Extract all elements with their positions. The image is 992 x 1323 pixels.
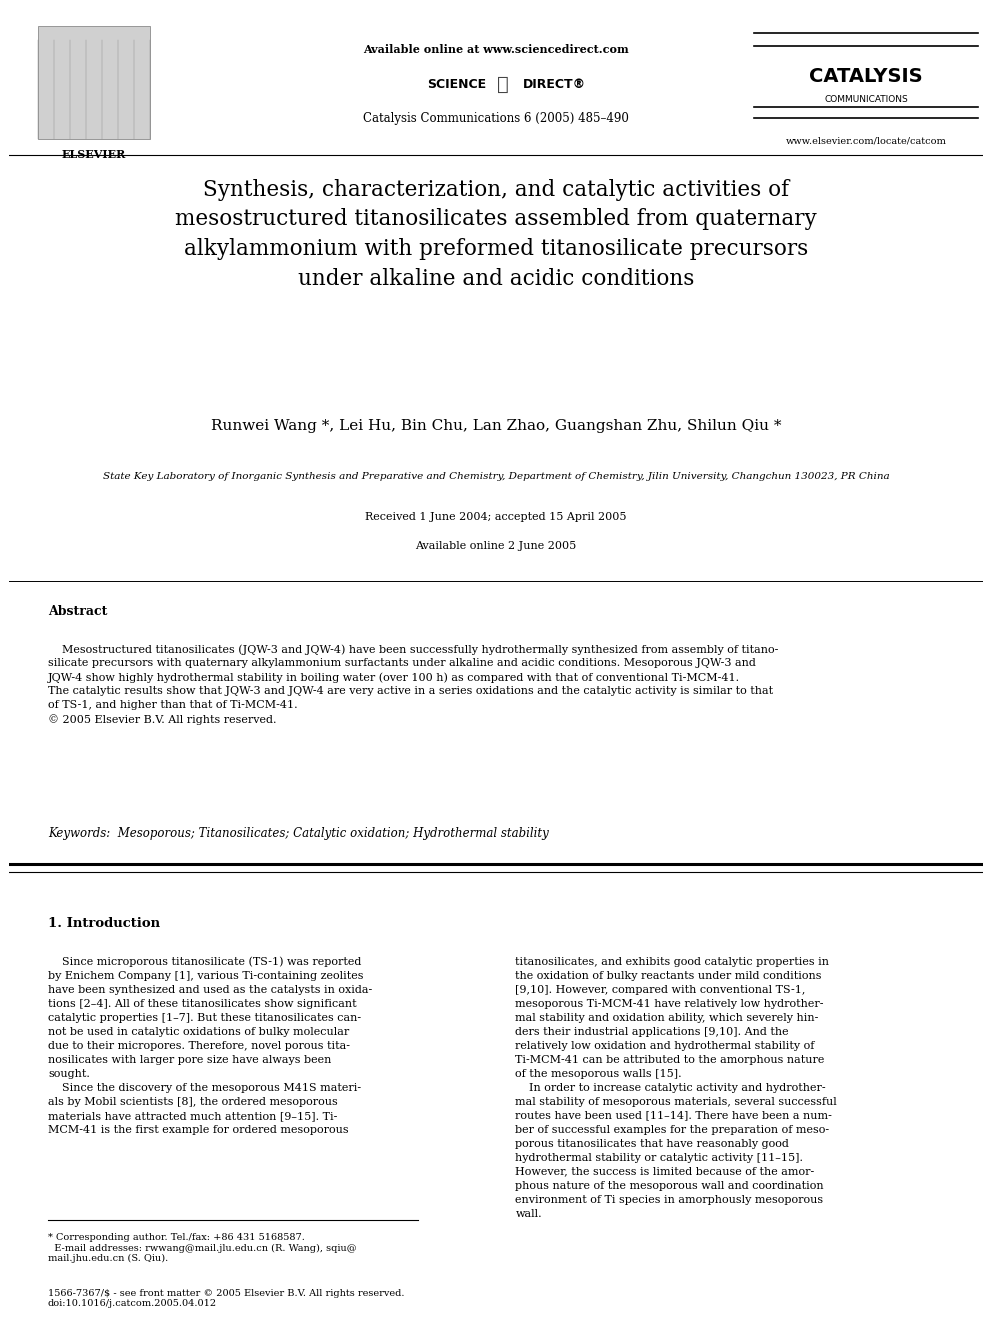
Text: ⓐ: ⓐ (497, 75, 509, 94)
Text: Mesostructured titanosilicates (JQW-3 and JQW-4) have been successfully hydrothe: Mesostructured titanosilicates (JQW-3 an… (48, 644, 779, 725)
Text: www.elsevier.com/locate/catcom: www.elsevier.com/locate/catcom (786, 136, 946, 146)
Text: Keywords:  Mesoporous; Titanosilicates; Catalytic oxidation; Hydrothermal stabil: Keywords: Mesoporous; Titanosilicates; C… (48, 827, 549, 840)
Text: COMMUNICATIONS: COMMUNICATIONS (824, 95, 908, 105)
Text: SCIENCE: SCIENCE (428, 78, 487, 91)
Bar (38, 26, 150, 139)
Text: Since microporous titanosilicate (TS-1) was reported
by Enichem Company [1], var: Since microporous titanosilicate (TS-1) … (48, 957, 372, 1135)
Text: * Corresponding author. Tel./fax: +86 431 5168587.
  E-mail addresses: rwwang@ma: * Corresponding author. Tel./fax: +86 43… (48, 1233, 356, 1263)
Text: Synthesis, characterization, and catalytic activities of
mesostructured titanosi: Synthesis, characterization, and catalyt… (176, 179, 816, 290)
Text: Abstract: Abstract (48, 605, 107, 618)
Text: DIRECT®: DIRECT® (523, 78, 586, 91)
Text: 1566-7367/$ - see front matter © 2005 Elsevier B.V. All rights reserved.
doi:10.: 1566-7367/$ - see front matter © 2005 El… (48, 1289, 405, 1308)
Text: Catalysis Communications 6 (2005) 485–490: Catalysis Communications 6 (2005) 485–49… (363, 112, 629, 126)
Text: Received 1 June 2004; accepted 15 April 2005: Received 1 June 2004; accepted 15 April … (365, 512, 627, 523)
Text: State Key Laboratory of Inorganic Synthesis and Preparative and Chemistry, Depar: State Key Laboratory of Inorganic Synthe… (103, 472, 889, 482)
Text: titanosilicates, and exhibits good catalytic properties in
the oxidation of bulk: titanosilicates, and exhibits good catal… (516, 957, 837, 1218)
Text: Runwei Wang *, Lei Hu, Bin Chu, Lan Zhao, Guangshan Zhu, Shilun Qiu *: Runwei Wang *, Lei Hu, Bin Chu, Lan Zhao… (210, 419, 782, 434)
Text: 1. Introduction: 1. Introduction (48, 917, 160, 930)
Text: Available online 2 June 2005: Available online 2 June 2005 (416, 541, 576, 552)
Text: CATALYSIS: CATALYSIS (809, 67, 923, 86)
Text: ELSEVIER: ELSEVIER (62, 149, 126, 160)
Text: Available online at www.sciencedirect.com: Available online at www.sciencedirect.co… (363, 44, 629, 54)
